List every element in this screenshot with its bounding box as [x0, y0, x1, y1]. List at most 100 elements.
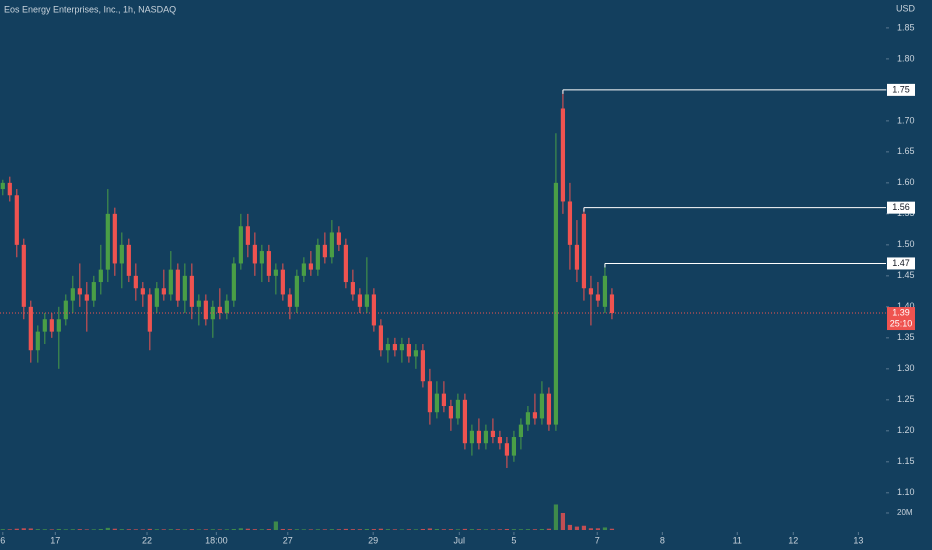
- volume-bar: [357, 529, 362, 530]
- volume-bar: [553, 504, 559, 530]
- volume-bar: [182, 529, 187, 530]
- volume-bar: [294, 529, 299, 530]
- volume-bar: [315, 529, 320, 530]
- volume-bar: [546, 528, 552, 530]
- volume-bar: [413, 529, 418, 530]
- candle-body: [119, 244, 124, 264]
- candle-body: [7, 182, 12, 196]
- candle-body: [595, 294, 601, 301]
- volume-bar: [308, 529, 313, 530]
- volume-bar: [175, 529, 180, 530]
- y-tick-label: 1.60: [897, 177, 915, 187]
- volume-bar: [497, 529, 503, 530]
- volume-bar: [476, 529, 482, 530]
- candle-body: [553, 182, 559, 425]
- candle-body: [35, 331, 40, 351]
- candle-body: [0, 182, 5, 190]
- candle-body: [588, 288, 594, 295]
- candle-body: [308, 263, 313, 270]
- candle-body: [413, 350, 418, 357]
- candle-body: [224, 300, 229, 314]
- y-tick-label: 1.85: [897, 22, 915, 32]
- volume-bar: [105, 527, 110, 530]
- candle-body: [364, 294, 369, 307]
- x-tick-label: 8: [660, 535, 665, 545]
- candle-body: [203, 300, 208, 320]
- candle-body: [140, 288, 145, 295]
- candle-body: [217, 306, 222, 314]
- volume-bar: [70, 529, 75, 530]
- volume-bar: [14, 528, 19, 530]
- candle-body: [98, 269, 103, 283]
- volume-bar: [560, 512, 566, 530]
- x-tick-label: 12: [788, 535, 798, 545]
- y-tick-label: 1.10: [897, 487, 915, 497]
- level-label-box: [887, 83, 915, 96]
- volume-bar: [161, 529, 166, 530]
- volume-bar: [210, 529, 215, 530]
- candle-body: [189, 275, 194, 307]
- volume-bar: [252, 529, 257, 530]
- volume-bar: [336, 529, 341, 530]
- volume-bar: [224, 529, 229, 530]
- candle-body: [147, 294, 152, 332]
- volume-bar: [273, 521, 278, 530]
- y-tick-label: 1.80: [897, 53, 915, 63]
- level-label: 1.56: [892, 202, 910, 212]
- candle-body: [518, 424, 524, 438]
- y-tick-label: 1.45: [897, 270, 915, 280]
- candle-body: [70, 288, 75, 301]
- volume-bar: [245, 528, 250, 530]
- volume-bar: [231, 528, 236, 530]
- volume-bar: [21, 528, 26, 530]
- countdown-label: 25:10: [890, 318, 913, 328]
- y-tick-label: 1.65: [897, 146, 915, 156]
- volume-bar: [140, 529, 145, 530]
- candle-body: [560, 108, 566, 202]
- candle-body: [301, 263, 306, 276]
- volume-bar: [203, 529, 208, 530]
- candle-body: [490, 430, 496, 438]
- candle-body: [231, 263, 236, 301]
- volume-bar: [490, 529, 496, 530]
- volume-bar: [581, 525, 587, 530]
- candle-body: [63, 300, 68, 320]
- candle-body: [14, 195, 19, 245]
- candle-body: [161, 288, 166, 295]
- candle-body: [49, 319, 54, 332]
- volume-bar: [371, 529, 376, 530]
- volume-bar: [609, 528, 615, 530]
- volume-bar: [378, 528, 383, 530]
- candle-body: [287, 294, 292, 307]
- candle-body: [168, 269, 173, 295]
- candle-body: [56, 319, 61, 332]
- y-tick-label: 1.15: [897, 456, 915, 466]
- candle-body: [210, 306, 215, 320]
- volume-bar: [133, 529, 138, 530]
- volume-bar: [532, 529, 538, 530]
- candle-body: [371, 294, 376, 326]
- volume-bar: [420, 528, 425, 530]
- candle-body: [196, 300, 201, 307]
- volume-bar: [147, 528, 152, 530]
- volume-bar: [441, 529, 447, 530]
- volume-bar: [49, 529, 54, 530]
- candle-body: [42, 319, 47, 332]
- volume-bar: [483, 529, 489, 530]
- candle-body: [546, 393, 552, 425]
- volume-bar: [98, 528, 103, 530]
- candle-body: [483, 430, 489, 444]
- level-label-box: [887, 201, 915, 214]
- candle-body: [476, 430, 482, 444]
- volume-bar: [91, 529, 96, 530]
- volume-bar: [35, 529, 40, 530]
- x-tick-label: 7: [595, 535, 600, 545]
- candle-body: [280, 269, 285, 295]
- volume-bar: [518, 529, 524, 530]
- volume-bar: [112, 528, 117, 530]
- volume-bar: [238, 528, 243, 530]
- volume-bar: [399, 529, 404, 530]
- candle-body: [329, 232, 334, 258]
